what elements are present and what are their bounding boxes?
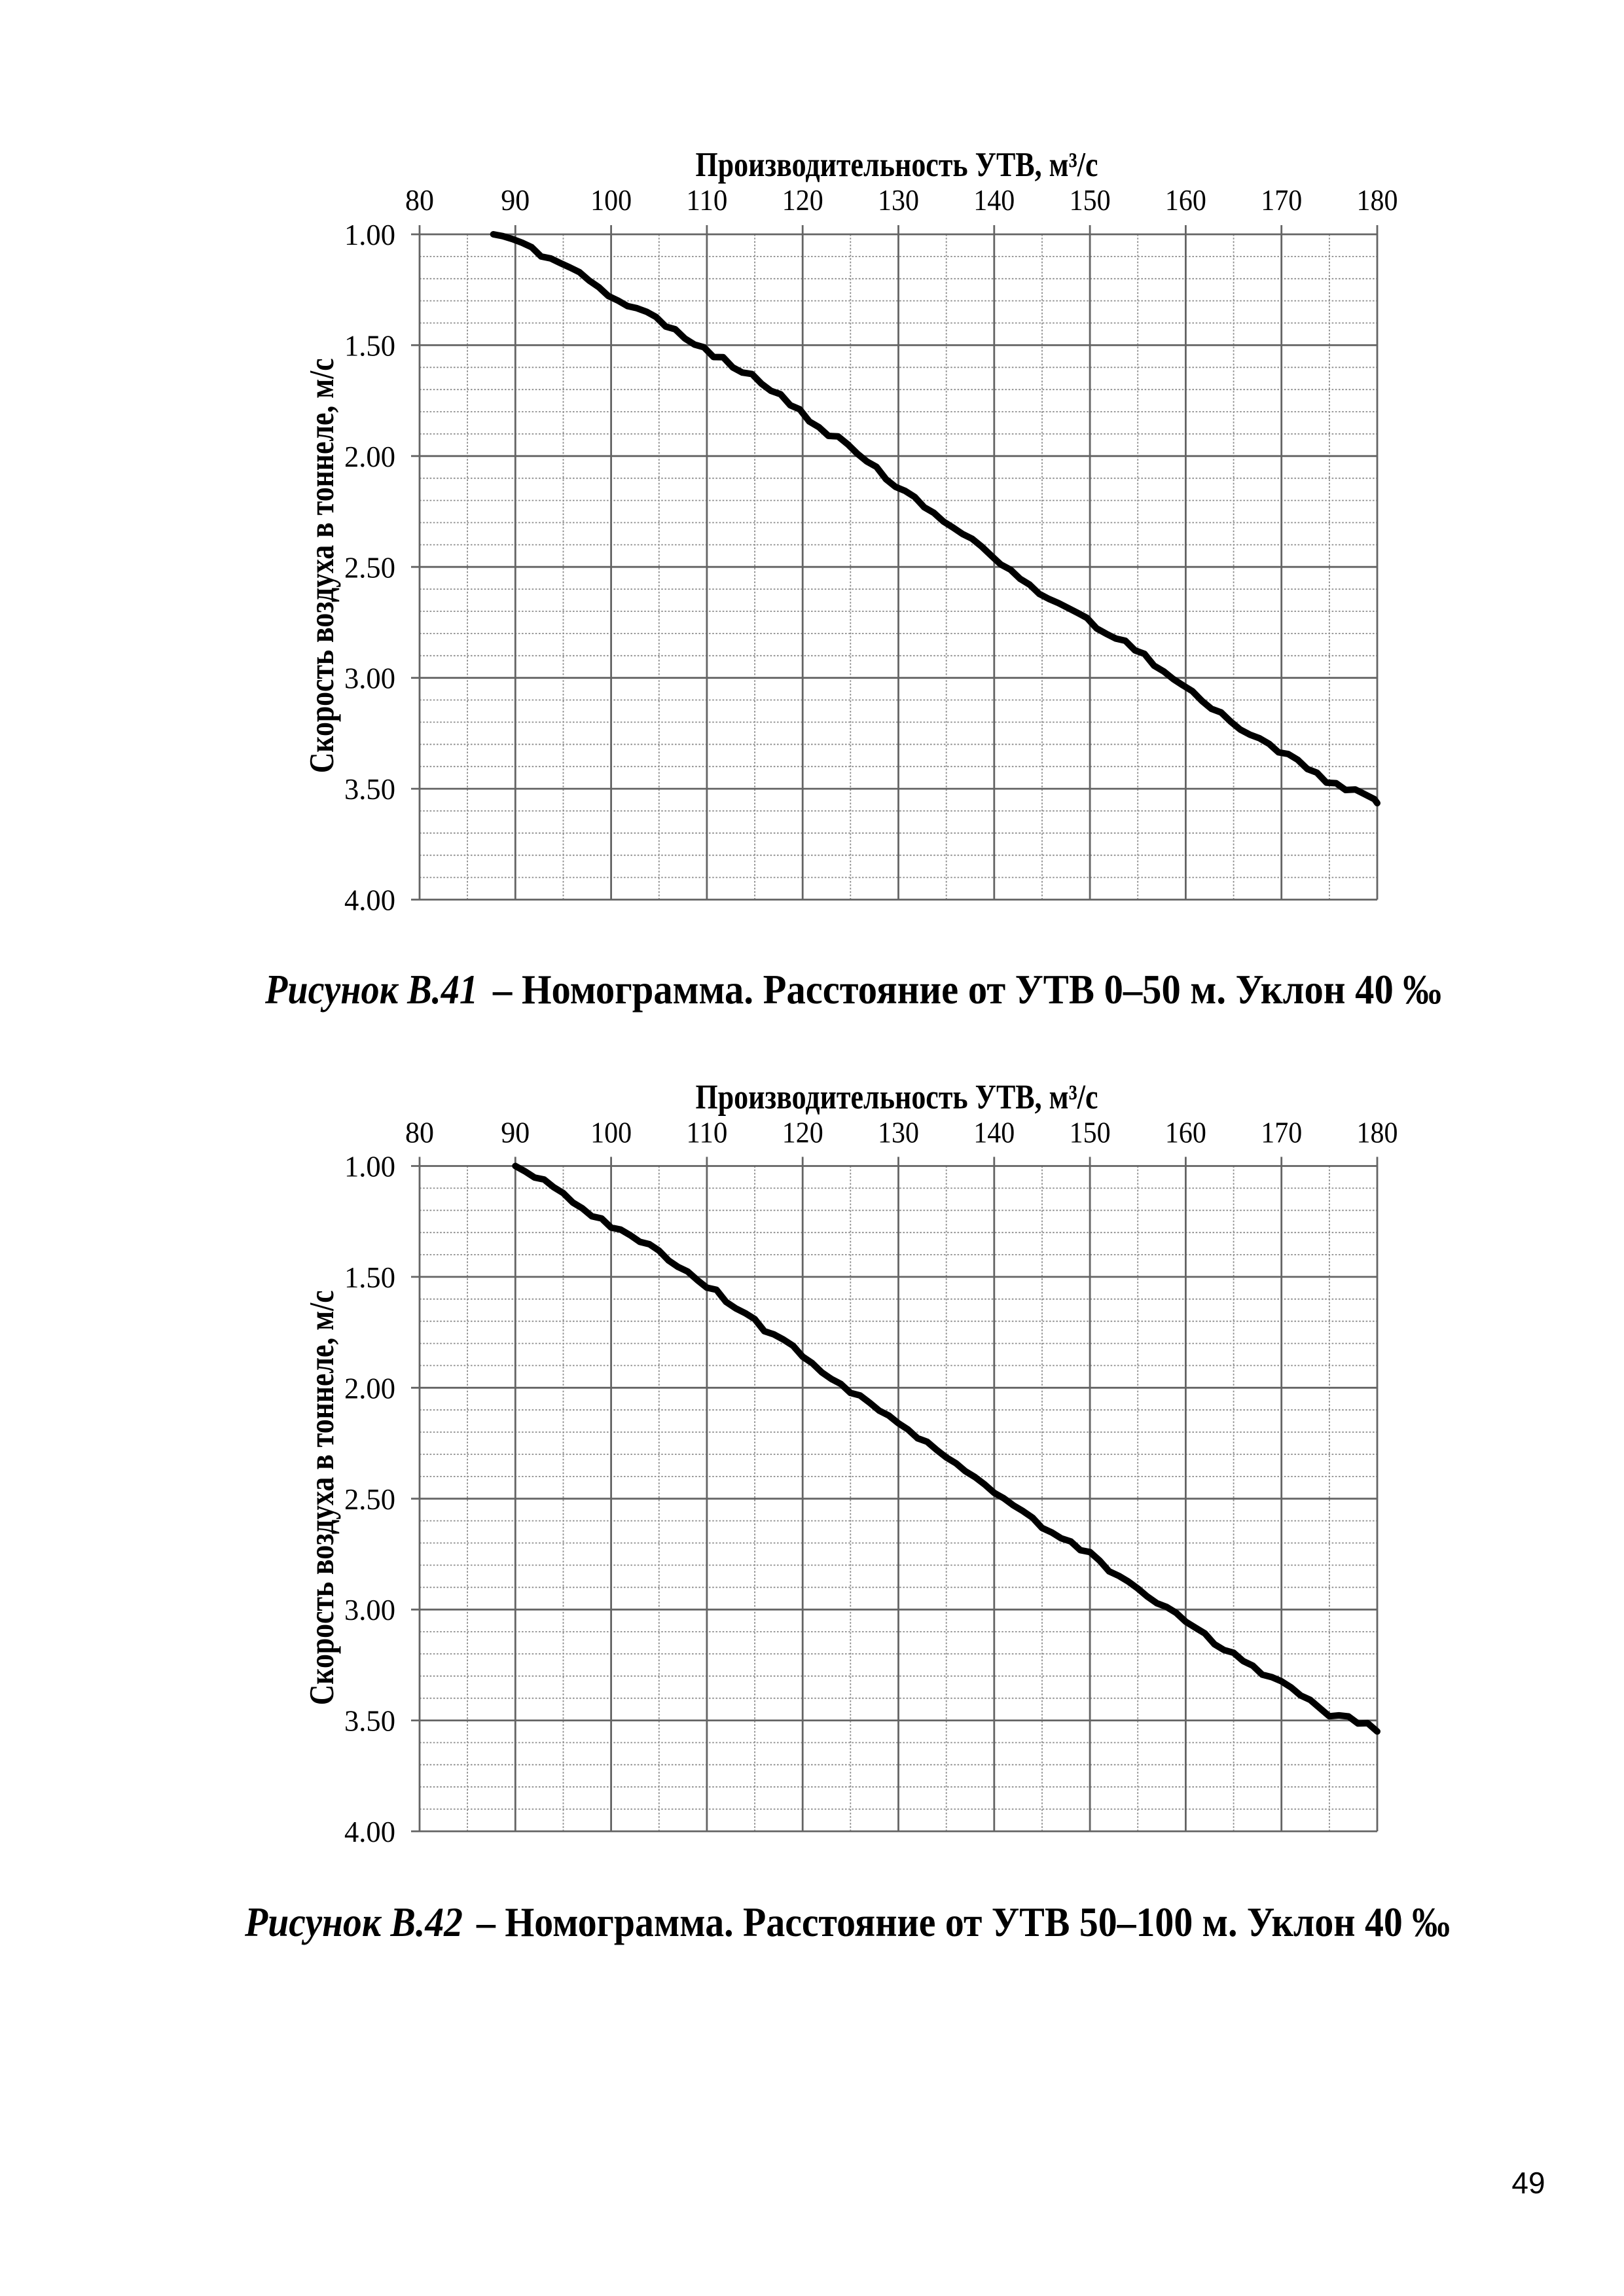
svg-text:130: 130: [878, 1117, 919, 1149]
svg-text:Рисунок В.41: Рисунок В.41: [264, 966, 478, 1013]
svg-text:1.50: 1.50: [344, 1261, 395, 1294]
svg-text:170: 170: [1261, 184, 1302, 217]
svg-text:110: 110: [686, 1117, 727, 1149]
svg-text:140: 140: [973, 184, 1015, 217]
svg-text:1.50: 1.50: [344, 329, 395, 362]
svg-text:1.00: 1.00: [344, 1150, 395, 1183]
svg-text:80: 80: [405, 184, 434, 217]
svg-text:110: 110: [686, 184, 727, 217]
svg-text:160: 160: [1165, 1117, 1206, 1149]
svg-text:4.00: 4.00: [344, 1815, 395, 1848]
svg-text:2.00: 2.00: [344, 1371, 395, 1405]
svg-text:1.00: 1.00: [344, 218, 395, 251]
svg-text:4.00: 4.00: [344, 884, 395, 917]
svg-text:120: 120: [782, 184, 823, 217]
svg-text:130: 130: [878, 184, 919, 217]
svg-text:3.50: 3.50: [344, 1704, 395, 1738]
svg-text:49: 49: [1511, 2166, 1545, 2200]
svg-text:Рисунок В.42: Рисунок В.42: [244, 1899, 463, 1945]
svg-text:Производительность УТВ, м³/с: Производительность УТВ, м³/с: [696, 1079, 1098, 1117]
svg-text:140: 140: [973, 1117, 1015, 1149]
svg-text:150: 150: [1070, 184, 1111, 217]
svg-text:90: 90: [501, 184, 530, 217]
svg-text:120: 120: [782, 1117, 823, 1149]
svg-text:90: 90: [501, 1117, 530, 1149]
svg-text:– Номограмма. Расстояние от УТ: – Номограмма. Расстояние от УТВ 0–50 м. …: [492, 966, 1441, 1013]
svg-text:– Номограмма. Расстояние от УТ: – Номограмма. Расстояние от УТВ 50–100 м…: [476, 1899, 1450, 1945]
svg-text:Скорость воздуха в тоннеле, м/: Скорость воздуха в тоннеле, м/с: [303, 1290, 341, 1705]
svg-text:160: 160: [1165, 184, 1206, 217]
svg-text:180: 180: [1357, 184, 1398, 217]
svg-text:2.00: 2.00: [344, 440, 395, 473]
svg-text:80: 80: [405, 1117, 434, 1149]
svg-text:3.50: 3.50: [344, 772, 395, 806]
svg-text:3.00: 3.00: [344, 1593, 395, 1626]
svg-text:Производительность УТВ, м³/с: Производительность УТВ, м³/с: [696, 146, 1098, 184]
svg-text:2.50: 2.50: [344, 1482, 395, 1516]
svg-text:3.00: 3.00: [344, 662, 395, 695]
svg-text:100: 100: [590, 1117, 632, 1149]
svg-text:150: 150: [1070, 1117, 1111, 1149]
svg-text:2.50: 2.50: [344, 550, 395, 584]
svg-text:180: 180: [1357, 1117, 1398, 1149]
svg-text:Скорость воздуха в тоннеле, м/: Скорость воздуха в тоннеле, м/с: [303, 358, 341, 773]
svg-text:170: 170: [1261, 1117, 1302, 1149]
svg-text:100: 100: [590, 184, 632, 217]
